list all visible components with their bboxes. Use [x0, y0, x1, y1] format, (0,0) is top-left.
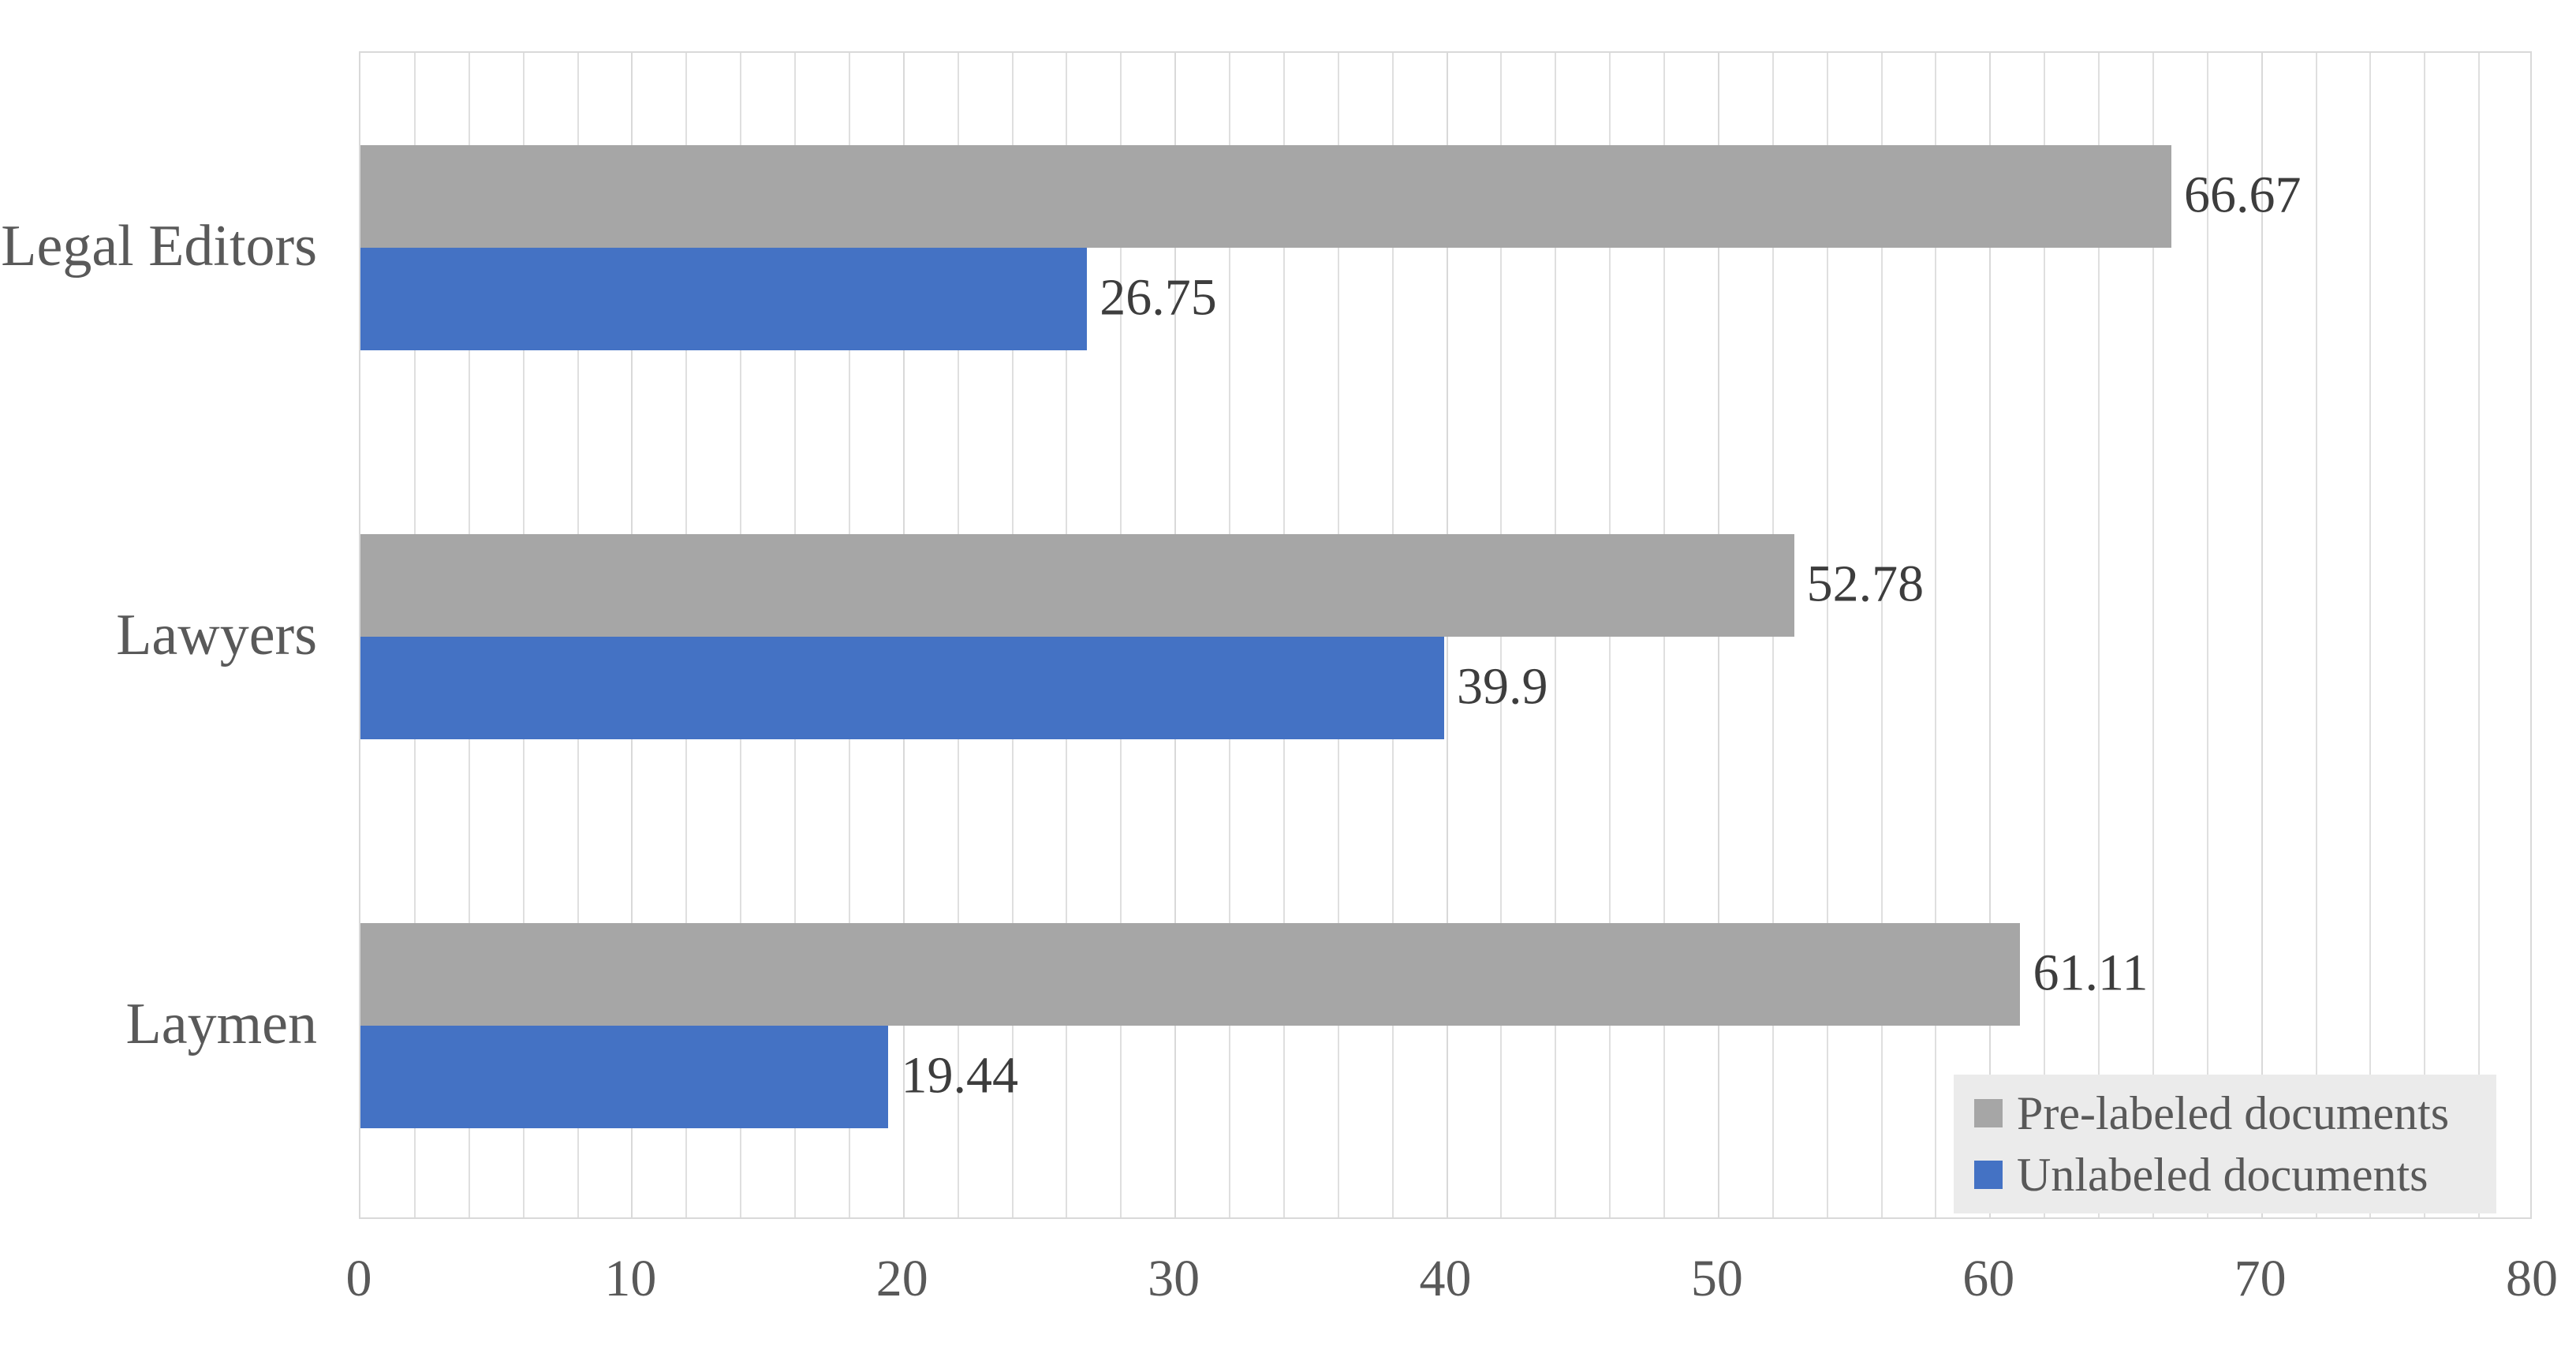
- data-label-legal-editors-unlabeled-documents: 26.75: [1099, 268, 1217, 327]
- category-label-lawyers: Lawyers: [116, 603, 317, 667]
- x-tick-label-40: 40: [1419, 1250, 1472, 1307]
- x-tick-label-0: 0: [345, 1250, 372, 1307]
- bar-laymen-unlabeled-documents: [360, 1026, 889, 1129]
- minor-gridline: [2152, 53, 2154, 1217]
- major-gridline: [2261, 53, 2263, 1217]
- legend-item-unlabeled-documents: Unlabeled documents: [1974, 1151, 2496, 1198]
- bar-laymen-pre-labeled-documents: [360, 923, 2021, 1026]
- major-gridline: [1989, 53, 1992, 1217]
- x-tick-label-20: 20: [875, 1250, 928, 1307]
- bar-legal-editors-pre-labeled-documents: [360, 144, 2171, 248]
- x-tick-label-50: 50: [1690, 1250, 1743, 1307]
- minor-gridline: [2478, 53, 2481, 1217]
- bar-lawyers-pre-labeled-documents: [360, 534, 1794, 637]
- legend-label-unlabeled: Unlabeled documents: [2017, 1149, 2429, 1202]
- category-label-legal-editors: Legal Editors: [1, 213, 317, 279]
- minor-gridline: [2044, 53, 2046, 1217]
- minor-gridline: [1880, 53, 1883, 1217]
- data-label-legal-editors-pre-labeled-documents: 66.67: [2183, 166, 2302, 224]
- x-tick-label-80: 80: [2506, 1250, 2558, 1307]
- minor-gridline: [2424, 53, 2426, 1217]
- bar-lawyers-unlabeled-documents: [360, 637, 1445, 739]
- minor-gridline: [2369, 53, 2372, 1217]
- minor-gridline: [1826, 53, 1828, 1217]
- legend-swatch-pre-labeled-icon: [1974, 1098, 2003, 1127]
- legend-label-pre-labeled: Pre-labeled documents: [2017, 1086, 2450, 1139]
- legend: Pre-labeled documents Unlabeled document…: [1954, 1075, 2496, 1213]
- bar-legal-editors-unlabeled-documents: [360, 247, 1088, 350]
- x-tick-label-70: 70: [2234, 1250, 2287, 1307]
- minor-gridline: [2098, 53, 2100, 1217]
- data-label-lawyers-pre-labeled-documents: 52.78: [1806, 555, 1925, 613]
- legend-item-pre-labeled-documents: Pre-labeled documents: [1974, 1090, 2496, 1137]
- data-label-laymen-unlabeled-documents: 19.44: [901, 1047, 1018, 1105]
- x-tick-label-60: 60: [1962, 1250, 2015, 1307]
- minor-gridline: [1935, 53, 1937, 1217]
- x-tick-label-10: 10: [604, 1250, 657, 1307]
- minor-gridline: [2206, 53, 2208, 1217]
- minor-gridline: [2315, 53, 2317, 1217]
- data-label-lawyers-unlabeled-documents: 39.9: [1457, 657, 1548, 716]
- plot-area: 66.67 26.75 52.78 39.9 61.11 19.44: [359, 51, 2532, 1219]
- category-label-laymen: Laymen: [125, 992, 317, 1057]
- data-label-laymen-pre-labeled-documents: 61.11: [2033, 944, 2149, 1003]
- legend-swatch-unlabeled-icon: [1974, 1161, 2003, 1190]
- x-tick-label-30: 30: [1148, 1250, 1200, 1307]
